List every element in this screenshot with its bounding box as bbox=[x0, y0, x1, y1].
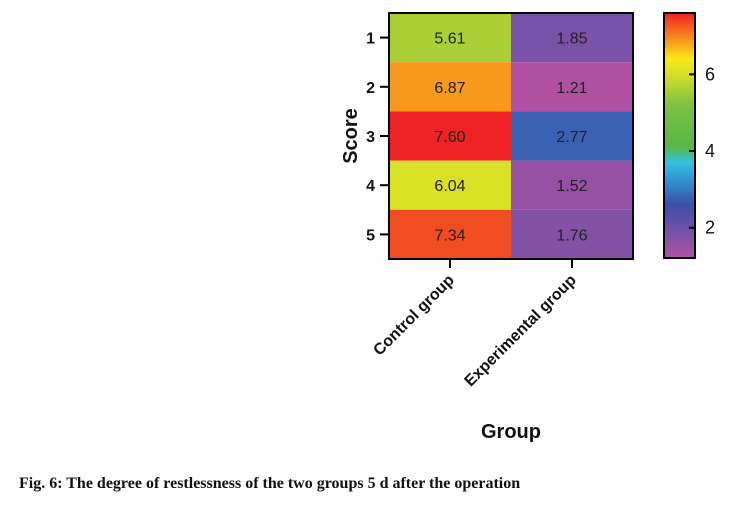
x-axis-title: Group bbox=[481, 421, 541, 443]
colorbar: 2 4 6 bbox=[663, 12, 715, 259]
x-axis: Control group Experimental group bbox=[370, 259, 580, 390]
heatmap-cell bbox=[511, 13, 633, 63]
cell-value-label: 1.21 bbox=[556, 80, 587, 97]
heatmap-cell bbox=[511, 62, 633, 112]
x-tick-label: Experimental group bbox=[462, 272, 580, 390]
cell-value-label: 7.34 bbox=[434, 227, 465, 244]
colorbar-tick-label: 2 bbox=[705, 218, 715, 238]
cell-value-label: 7.60 bbox=[434, 129, 465, 146]
cell-value-label: 2.77 bbox=[556, 129, 587, 146]
heatmap-cells: 5.61 1.85 6.87 1.21 7.60 2.77 6.04 1.52 7.34 1.76 bbox=[389, 13, 633, 259]
x-tick-label: Control group bbox=[370, 272, 458, 360]
colorbar-gradient bbox=[663, 12, 696, 259]
heatmap-cell bbox=[511, 160, 633, 210]
heatmap-cell bbox=[511, 111, 633, 161]
cell-value-label: 1.85 bbox=[556, 31, 587, 48]
heatmap-cell bbox=[389, 111, 511, 161]
y-axis: 1 2 3 4 5 bbox=[366, 13, 390, 259]
cell-value-label: 5.61 bbox=[434, 31, 465, 48]
heatmap-cell bbox=[511, 209, 633, 259]
colorbar-tick-label: 6 bbox=[705, 64, 715, 84]
heatmap-cell bbox=[389, 209, 511, 259]
cell-value-label: 1.52 bbox=[556, 178, 587, 195]
heatmap-cell bbox=[389, 160, 511, 210]
cell-value-label: 6.87 bbox=[434, 80, 465, 97]
y-tick-label: 4 bbox=[366, 178, 375, 195]
cell-value-label: 1.76 bbox=[556, 227, 587, 244]
y-axis-title: Score bbox=[340, 108, 362, 164]
cell-value-label: 6.04 bbox=[434, 178, 465, 195]
y-tick-label: 5 bbox=[366, 227, 375, 244]
y-tick-label: 3 bbox=[366, 129, 375, 146]
figure-caption: Fig. 6: The degree of restlessness of th… bbox=[19, 475, 521, 492]
colorbar-tick-label: 4 bbox=[705, 141, 715, 161]
y-tick-label: 2 bbox=[366, 80, 375, 97]
y-tick-label: 1 bbox=[366, 31, 375, 48]
heatmap-cell bbox=[389, 62, 511, 112]
heatmap-cell bbox=[389, 13, 511, 63]
